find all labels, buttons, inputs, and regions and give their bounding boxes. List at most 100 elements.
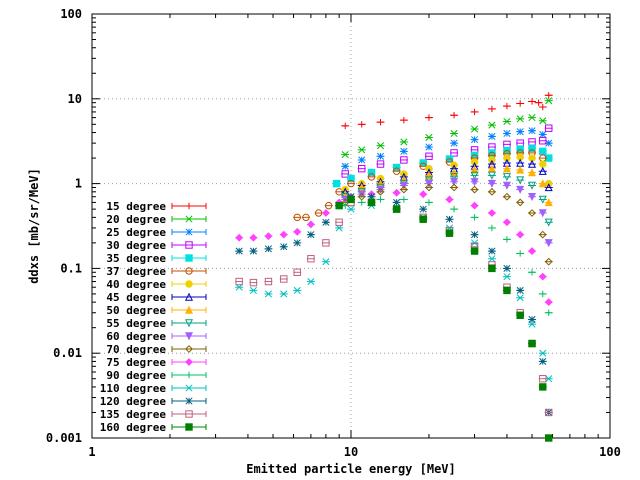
data-point — [307, 231, 315, 239]
data-point — [487, 179, 496, 188]
data-point — [544, 183, 553, 192]
data-point — [358, 146, 366, 154]
legend-marker — [185, 371, 193, 379]
data-point — [528, 159, 537, 168]
legend-marker — [185, 215, 193, 223]
x-axis-title: Emitted particle energy [MeV] — [246, 462, 456, 476]
data-point — [425, 143, 433, 151]
data-point — [347, 174, 355, 183]
legend-label: 135 degree — [100, 408, 167, 421]
data-point — [347, 195, 355, 204]
data-point — [539, 103, 546, 111]
data-point — [335, 218, 343, 226]
data-point — [488, 105, 496, 113]
data-point — [544, 257, 553, 266]
series-110-degree — [235, 202, 553, 383]
data-point — [488, 132, 496, 140]
data-point — [341, 151, 349, 159]
data-point — [545, 97, 553, 105]
data-point — [539, 375, 547, 383]
series-15-degree — [341, 92, 553, 130]
legend-marker — [184, 305, 194, 314]
data-point — [544, 239, 553, 248]
data-point — [249, 278, 258, 287]
data-point — [502, 164, 511, 173]
legend-marker — [185, 358, 193, 366]
data-point — [545, 92, 552, 99]
legend-marker — [185, 345, 193, 353]
data-point — [322, 218, 330, 226]
data-point — [528, 144, 536, 153]
data-point — [544, 198, 553, 207]
legend-label: 70 degree — [106, 343, 166, 356]
data-point — [400, 138, 408, 146]
data-point — [488, 264, 496, 273]
legend-label: 60 degree — [106, 330, 166, 343]
data-point — [324, 201, 333, 210]
data-point — [341, 162, 349, 170]
legend-label: 90 degree — [106, 369, 166, 382]
data-point — [367, 198, 376, 207]
data-point — [539, 117, 547, 125]
data-point — [470, 158, 479, 166]
data-point — [503, 192, 511, 201]
data-point — [419, 215, 427, 223]
data-point — [503, 218, 511, 227]
data-point — [545, 434, 553, 442]
data-point — [279, 230, 288, 239]
data-point — [249, 247, 257, 255]
data-point — [539, 137, 547, 145]
legend-label: 37 degree — [106, 265, 166, 278]
data-point — [516, 145, 524, 153]
data-point — [425, 133, 433, 142]
data-point — [450, 112, 458, 119]
data-point — [516, 165, 525, 174]
y-tick-label: 0.001 — [46, 431, 82, 445]
data-point — [539, 357, 547, 365]
data-point — [307, 255, 315, 263]
data-point — [516, 198, 525, 207]
legend-label: 20 degree — [106, 213, 166, 226]
legend-label: 35 degree — [106, 252, 166, 265]
data-point — [470, 185, 479, 194]
data-point — [445, 229, 454, 237]
data-point — [516, 176, 525, 185]
data-point — [376, 187, 385, 196]
data-point — [471, 136, 479, 144]
data-point — [425, 152, 433, 160]
data-point — [376, 142, 385, 150]
data-point — [367, 168, 376, 177]
legend-marker — [184, 292, 194, 301]
data-point — [516, 250, 524, 257]
data-point — [450, 149, 458, 157]
data-point — [545, 309, 552, 316]
data-point — [502, 181, 511, 190]
data-point — [470, 165, 479, 174]
data-point — [528, 209, 536, 217]
data-point — [503, 129, 511, 138]
data-point — [528, 247, 536, 255]
data-point — [419, 190, 428, 199]
data-point — [419, 205, 427, 213]
data-point — [335, 201, 343, 210]
data-point — [516, 115, 524, 123]
data-point — [528, 168, 537, 177]
data-point — [503, 154, 511, 162]
legend-marker — [184, 332, 194, 341]
data-point — [488, 187, 496, 196]
data-point — [400, 196, 408, 203]
y-tick-label: 100 — [60, 7, 82, 21]
data-point — [488, 224, 496, 232]
legend-label: 30 degree — [106, 239, 166, 252]
data-point — [538, 272, 547, 281]
data-point — [293, 239, 301, 247]
legend-marker — [185, 267, 193, 275]
legend-marker — [184, 319, 194, 328]
data-point — [264, 277, 273, 286]
data-point — [341, 170, 349, 178]
data-point — [528, 127, 536, 135]
data-point — [450, 139, 458, 147]
series-160-degree — [335, 195, 553, 442]
data-point — [470, 247, 479, 255]
y-tick-label: 1 — [75, 177, 82, 191]
